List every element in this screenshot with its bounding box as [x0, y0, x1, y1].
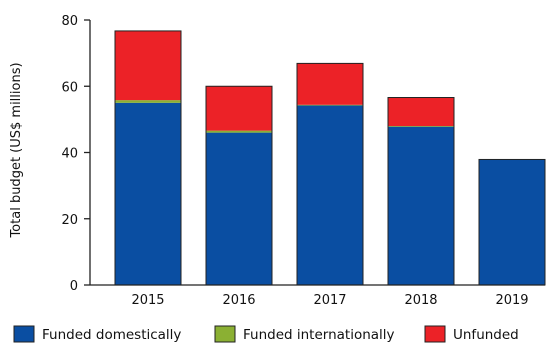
- legend: Funded domestically Funded internationall…: [13, 325, 519, 343]
- bar-segment-2017-funded-domestically: [297, 105, 363, 286]
- legend-label-funded-domestically: Funded domestically: [42, 327, 181, 343]
- y-tick-label: 80: [61, 14, 78, 29]
- plot-area: [114, 30, 546, 286]
- legend-swatch-funded-domestically: [13, 325, 35, 343]
- y-tick-label: 0: [70, 279, 78, 294]
- bar-segment-2018-funded-internationally: [388, 126, 454, 127]
- x-tick-label: 2019: [495, 293, 528, 308]
- x-axis: 2015 2016 2017 2018 2019: [90, 284, 545, 308]
- bar-segment-2018-funded-domestically: [388, 126, 454, 285]
- legend-swatch-funded-internationally: [214, 325, 236, 343]
- x-tick-label: 2015: [131, 293, 164, 308]
- bar-segment-2017-unfunded: [297, 63, 363, 105]
- bar-segment-2016-funded-internationally: [206, 130, 272, 133]
- bar-segment-2018-unfunded: [388, 97, 454, 126]
- y-tick-label: 60: [61, 80, 78, 95]
- x-tick-label: 2017: [313, 293, 346, 308]
- bar-segment-2019-funded-domestically: [479, 159, 545, 285]
- bar-segment-2016-funded-domestically: [206, 132, 272, 285]
- bar-segment-2016-unfunded: [206, 86, 272, 131]
- legend-label-unfunded: Unfunded: [453, 327, 519, 343]
- bar-segment-2017-funded-internationally: [297, 104, 363, 106]
- y-axis-title: Total budget (US$ millions): [9, 62, 24, 238]
- x-tick-label: 2018: [404, 293, 437, 308]
- y-axis: 0 20 40 60 80: [61, 14, 91, 294]
- y-tick-label: 40: [61, 147, 78, 162]
- y-tick-label: 20: [61, 213, 78, 228]
- bar-segment-2015-unfunded: [115, 30, 181, 101]
- legend-swatch-unfunded: [424, 325, 446, 343]
- x-tick-label: 2016: [222, 293, 255, 308]
- bar-segment-2015-funded-internationally: [115, 100, 181, 103]
- legend-label-funded-internationally: Funded internationally: [243, 327, 395, 343]
- bar-segment-2015-funded-domestically: [115, 102, 181, 285]
